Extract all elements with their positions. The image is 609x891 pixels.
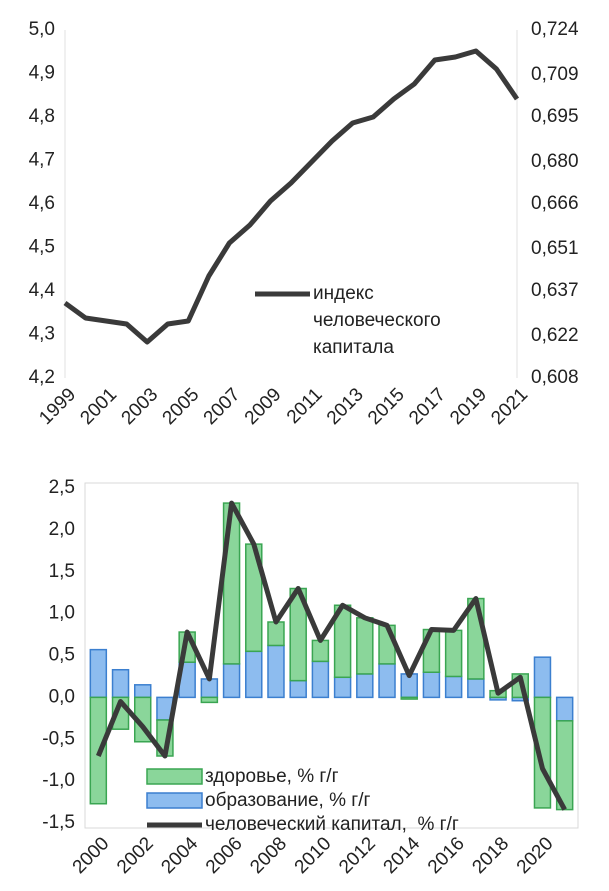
- legend-item: человеческий капитал, % г/г: [205, 814, 459, 835]
- bar: [356, 617, 374, 675]
- y-tick-label: 4,3: [29, 324, 55, 345]
- y-tick-label: 1,5: [49, 561, 75, 582]
- legend-label: здоровье, % г/г: [205, 766, 339, 787]
- y2-tick-label: 0,724: [531, 19, 579, 40]
- legend-label: образование, % г/г: [205, 790, 371, 811]
- y-tick-label: 0,0: [49, 686, 75, 707]
- plot-frame: [84, 482, 579, 829]
- x-tick-label: 2005: [159, 384, 204, 429]
- y-tick-label: 2,0: [49, 519, 75, 540]
- bar: [311, 660, 330, 699]
- x-tick-label: 2006: [202, 833, 247, 878]
- bar: [555, 720, 574, 811]
- bar: [200, 696, 219, 704]
- y-tick-label: 4,6: [29, 193, 55, 214]
- x-tick-label: 2012: [335, 833, 380, 878]
- y-tick-label: -1,5: [42, 812, 75, 833]
- bar: [400, 696, 418, 700]
- x-tick-label: 2014: [380, 833, 425, 878]
- bar: [333, 676, 352, 699]
- legend-label: человеческий капитал, % г/г: [205, 814, 459, 835]
- y2-tick-label: 0,695: [531, 106, 579, 127]
- legend-item: здоровье, % г/г: [205, 766, 339, 787]
- x-tick-label: 2002: [113, 833, 158, 878]
- bar: [422, 671, 441, 699]
- y2-tick-label: 0,622: [531, 325, 579, 346]
- line: [96, 500, 567, 811]
- bar: [267, 644, 285, 699]
- x-tick-label: 2001: [76, 384, 121, 429]
- y-tick-label: 4,7: [29, 150, 55, 171]
- bar: [245, 650, 263, 699]
- bar: [444, 675, 463, 699]
- y-tick-label: 4,8: [29, 106, 55, 127]
- x-tick-label: 2017: [405, 384, 450, 429]
- bar: [222, 663, 241, 699]
- x-tick-label: 2015: [364, 384, 409, 429]
- y-tick-label: 4,9: [29, 63, 55, 84]
- x-tick-label: 2018: [468, 833, 513, 878]
- legend-swatch: [146, 768, 203, 785]
- x-tick-label: 2020: [513, 833, 558, 878]
- x-tick-label: 2019: [446, 384, 491, 429]
- bar: [378, 663, 396, 699]
- bar: [311, 639, 330, 663]
- bar: [267, 621, 285, 647]
- y-tick-label: 4,2: [29, 367, 55, 388]
- legend-item: образование, % г/г: [205, 790, 371, 811]
- y2-tick-label: 0,651: [531, 238, 579, 259]
- x-tick-label: 2009: [241, 384, 286, 429]
- bar: [133, 684, 152, 699]
- x-tick-label: 2008: [246, 833, 291, 878]
- x-tick-label: 2010: [291, 833, 336, 878]
- y-tick-label: -1,0: [42, 770, 75, 791]
- y-tick-label: 5,0: [29, 19, 55, 40]
- legend-swatch: [146, 792, 203, 809]
- y2-tick-label: 0,666: [531, 193, 579, 214]
- x-tick-label: 2021: [487, 384, 532, 429]
- y2-tick-label: 0,637: [531, 280, 579, 301]
- bar: [467, 678, 485, 699]
- x-tick-label: 2016: [424, 833, 469, 878]
- bar: [89, 648, 108, 699]
- y-tick-label: -0,5: [42, 728, 75, 749]
- y2-tick-label: 0,709: [531, 64, 579, 85]
- line: [63, 48, 520, 345]
- bar: [200, 678, 219, 699]
- x-tick-label: 2004: [157, 833, 202, 878]
- bar: [222, 502, 241, 665]
- y2-tick-label: 0,680: [531, 151, 579, 172]
- chart: 4,2 4,3 4,4 4,5 4,6 4,7 4,8 4,9 5,0 0,608 0,622 0,6…: [29, 19, 579, 429]
- legend-label: индекс человеческого капитала: [313, 283, 441, 358]
- x-tick-label: 2007: [200, 384, 245, 429]
- y2-tick-label: 0,608: [531, 367, 579, 388]
- bar: [356, 673, 374, 699]
- x-tick-label: 2000: [69, 833, 114, 878]
- x-tick-label: 2011: [283, 384, 327, 428]
- bar: [111, 668, 130, 699]
- legend-item: индекс человеческого капитала: [313, 283, 441, 358]
- y-tick-label: 0,5: [49, 645, 75, 666]
- x-tick-label: 2003: [118, 384, 163, 429]
- bar: [555, 696, 574, 722]
- bar: [289, 679, 307, 699]
- bar: [444, 629, 463, 678]
- y-tick-label: 4,4: [29, 280, 56, 301]
- x-tick-label: 2013: [323, 384, 368, 429]
- x-tick-label: 1999: [35, 384, 80, 429]
- y-tick-label: 4,5: [29, 237, 55, 258]
- bar: [533, 656, 552, 699]
- y-tick-label: 1,0: [49, 603, 75, 624]
- y-tick-label: 2,5: [49, 477, 75, 498]
